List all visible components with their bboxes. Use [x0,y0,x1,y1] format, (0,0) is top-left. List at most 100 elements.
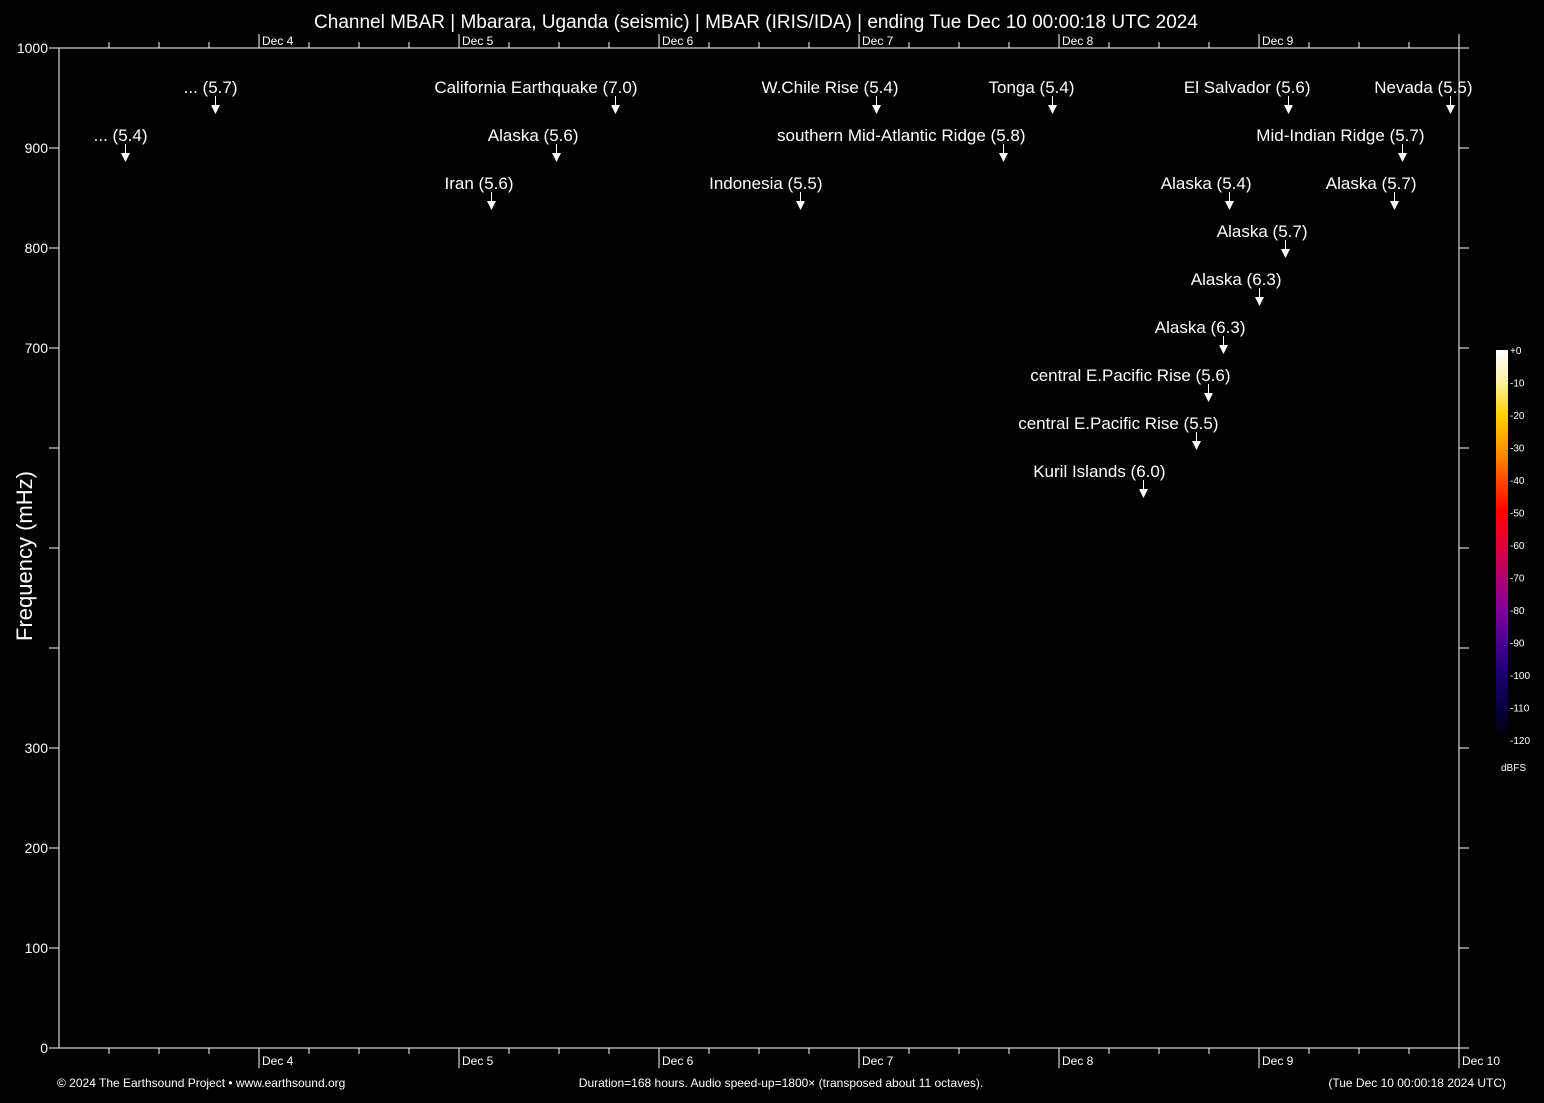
event-arrow-head-icon [552,153,561,162]
y-tick-label: 200 [25,840,49,856]
footer-duration: Duration=168 hours. Audio speed-up=1800×… [579,1076,983,1090]
chart-title: Channel MBAR | Mbarara, Uganda (seismic)… [314,12,1198,33]
event-annotation: Alaska (5.4) [1161,174,1252,210]
colorbar-tick-label: -10 [1510,379,1525,390]
event-arrow-head-icon [1048,105,1057,114]
event-annotation: central E.Pacific Rise (5.5) [1018,414,1219,450]
x-tick-label: Dec 5 [462,1054,494,1068]
event-annotation: Alaska (5.7) [1217,222,1308,258]
event-arrow-head-icon [1225,201,1234,210]
x-tick-label-top: Dec 8 [1062,34,1094,48]
x-tick-label-top: Dec 4 [262,34,294,48]
colorbar-tick-label: -30 [1510,444,1525,455]
footer-copyright: © 2024 The Earthsound Project • www.eart… [57,1076,345,1090]
colorbar-unit: dBFS [1501,763,1526,774]
x-tick-label: Dec 7 [862,1054,894,1068]
footer-end-time: (Tue Dec 10 00:00:18 2024 UTC) [1328,1076,1506,1090]
event-label: El Salvador (5.6) [1184,78,1311,97]
colorbar-tick-label: -20 [1510,411,1525,422]
event-label: Alaska (5.7) [1326,174,1417,193]
event-label: Indonesia (5.5) [709,174,822,193]
event-annotation: Alaska (5.6) [488,126,579,162]
event-label: southern Mid-Atlantic Ridge (5.8) [777,126,1026,145]
event-label: Alaska (5.6) [488,126,579,145]
event-label: Mid-Indian Ridge (5.7) [1256,126,1424,145]
x-tick-label-top: Dec 7 [862,34,894,48]
event-annotations: ... (5.4) ... (5.7) Iran (5.6) Alaska (5.6)… [94,78,1473,498]
event-annotation: Tonga (5.4) [989,78,1075,114]
x-tick-label: Dec 6 [662,1054,694,1068]
colorbar-tick-label: -50 [1510,509,1525,520]
event-arrow-head-icon [1398,153,1407,162]
event-arrow-head-icon [1219,345,1228,354]
y-axis-label: Frequency (mHz) [12,471,37,641]
colorbar-tick-label: -120 [1510,736,1530,747]
y-tick-label: 800 [25,240,49,256]
event-arrow-head-icon [1192,441,1201,450]
y-tick-label: 1000 [17,40,48,56]
colorbar-tick-label: -70 [1510,574,1525,585]
colorbar-tick-label: -110 [1510,704,1530,715]
event-label: Alaska (6.3) [1191,270,1282,289]
event-label: California Earthquake (7.0) [434,78,637,97]
event-label: W.Chile Rise (5.4) [762,78,899,97]
event-arrow-head-icon [211,105,220,114]
event-arrow-head-icon [1255,297,1264,306]
event-annotation: Alaska (5.7) [1326,174,1417,210]
event-label: Alaska (6.3) [1155,318,1246,337]
colorbar-tick-label: +0 [1510,346,1522,357]
event-annotation: central E.Pacific Rise (5.6) [1030,366,1231,402]
event-arrow-head-icon [872,105,881,114]
event-label: Kuril Islands (6.0) [1033,462,1165,481]
y-tick-label: 700 [25,340,49,356]
colorbar-tick-label: -90 [1510,639,1525,650]
x-tick-label: Dec 8 [1062,1054,1094,1068]
event-label: central E.Pacific Rise (5.6) [1030,366,1230,385]
event-arrow-head-icon [1446,105,1455,114]
event-label: ... (5.7) [184,78,238,97]
event-label: Tonga (5.4) [989,78,1075,97]
y-tick-label: 300 [25,740,49,756]
x-tick-label: Dec 10 [1462,1054,1500,1068]
event-annotation: Alaska (6.3) [1155,318,1246,354]
event-annotation: ... (5.4) [94,126,148,162]
event-arrow-head-icon [1281,249,1290,258]
event-annotation: Mid-Indian Ridge (5.7) [1256,126,1425,162]
colorbar: dBFS +0 -10 -20 -30 -40 -50 -60 -70 -80 -90 -100 -1… [1496,346,1530,774]
event-annotation: Indonesia (5.5) [709,174,823,210]
event-annotation: Iran (5.6) [445,174,514,210]
event-annotation: W.Chile Rise (5.4) [762,78,899,114]
event-annotation: ... (5.7) [184,78,238,114]
y-tick-label: 0 [40,1040,48,1056]
event-arrow-head-icon [121,153,130,162]
colorbar-tick-label: -80 [1510,606,1525,617]
event-label: Alaska (5.4) [1161,174,1252,193]
x-tick-label-top: Dec 9 [1262,34,1294,48]
event-arrow-head-icon [1139,489,1148,498]
event-annotation: El Salvador (5.6) [1184,78,1311,114]
event-label: ... (5.4) [94,126,148,145]
x-tick-label-top: Dec 6 [662,34,694,48]
event-label: Nevada (5.5) [1374,78,1472,97]
event-arrow-head-icon [611,105,620,114]
event-arrow-head-icon [796,201,805,210]
y-tick-label: 900 [25,140,49,156]
colorbar-tick-label: -40 [1510,476,1525,487]
x-tick-label: Dec 9 [1262,1054,1294,1068]
colorbar-tick-label: -60 [1510,541,1525,552]
x-tick-label: Dec 4 [262,1054,294,1068]
event-annotation: Kuril Islands (6.0) [1033,462,1166,498]
colorbar-tick-label: -100 [1510,671,1530,682]
event-arrow-head-icon [999,153,1008,162]
event-arrow-head-icon [1284,105,1293,114]
event-arrow-head-icon [1390,201,1399,210]
axes: 0 100 200 300 700 800 900 1000 Dec 4 Dec 4 Dec 5 De… [17,34,1500,1068]
x-tick-label-top: Dec 5 [462,34,494,48]
event-annotation: California Earthquake (7.0) [434,78,638,114]
event-label: Alaska (5.7) [1217,222,1308,241]
event-annotation: southern Mid-Atlantic Ridge (5.8) [777,126,1026,162]
event-annotation: Nevada (5.5) [1374,78,1473,114]
colorbar-gradient [1496,350,1508,740]
